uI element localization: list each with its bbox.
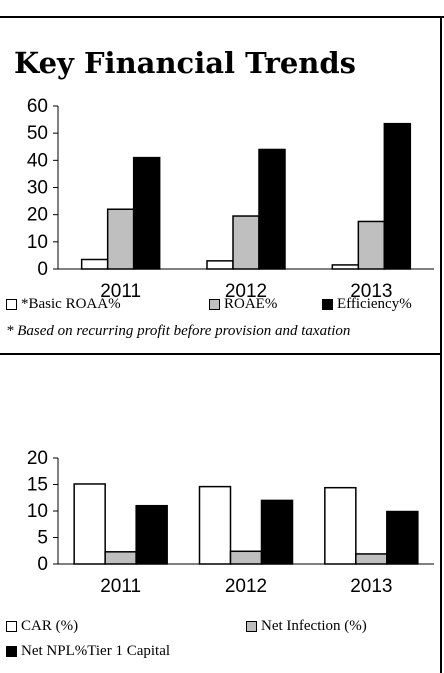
right-rule xyxy=(440,16,442,673)
bar-2-series-1-2011 xyxy=(73,483,106,565)
y-tick-label: 0 xyxy=(37,259,48,280)
bar-2-series-1-2012 xyxy=(198,485,232,565)
y-axis: 0 10 20 30 40 50 60 xyxy=(27,96,59,280)
legend-item-car: CAR (%) xyxy=(6,618,78,635)
y-tick-label: 20 xyxy=(27,205,48,226)
legend-item-basic-roaa: *Basic ROAA% xyxy=(6,296,121,313)
bar-1-series-2-2012 xyxy=(232,215,260,270)
y-tick-label: 20 xyxy=(27,448,48,469)
y-tick-label: 0 xyxy=(37,554,48,575)
bar-1-series-3-2013 xyxy=(383,122,412,270)
legend-label: Net Infection (%) xyxy=(261,618,367,634)
bar-2-series-1-2013 xyxy=(324,486,357,565)
x-tick-label: 2011 xyxy=(100,576,141,597)
y-tick-label: 10 xyxy=(27,501,48,522)
legend-swatch-grey xyxy=(246,621,257,632)
legend-label: Net NPL%Tier 1 Capital xyxy=(21,643,171,659)
footnote: * Based on recurring profit before provi… xyxy=(6,323,351,339)
top-rule xyxy=(0,16,444,18)
y-tick-label: 5 xyxy=(37,528,48,549)
bar-1-series-2-2011 xyxy=(106,208,135,270)
bar-1-series-3-2011 xyxy=(132,156,161,270)
bar-1-series-1-2013 xyxy=(331,264,360,270)
section-divider xyxy=(0,353,442,355)
y-tick-label: 60 xyxy=(27,96,48,117)
bar-1-series-2-2013 xyxy=(357,220,386,270)
x-tick-label: 2011 xyxy=(100,281,141,302)
bar-2-series-3-2012 xyxy=(260,499,294,565)
legend-label: *Basic ROAA% xyxy=(21,296,121,312)
bar-2-series-2-2013 xyxy=(355,553,388,565)
legend-item-roae: ROAE% xyxy=(209,296,277,313)
page-title: Key Financial Trends xyxy=(14,46,356,80)
capital-ratios-chart: 0 5 10 15 20 2011 2012 2013 xyxy=(27,448,434,597)
y-tick-label: 40 xyxy=(27,150,48,171)
legend-label: Efficiency% xyxy=(337,296,412,312)
legend-swatch-grey xyxy=(209,299,220,310)
legend-swatch-white xyxy=(6,299,17,310)
x-tick-label: 2013 xyxy=(350,281,392,302)
legend-swatch-black xyxy=(6,646,17,657)
chart2-legend: CAR (%) Net Infection (%) Net NPL%Tier 1… xyxy=(6,618,436,662)
x-tick-label: 2012 xyxy=(225,281,267,302)
financial-ratios-chart: 0 10 20 30 40 50 60 2011 2012 2013 xyxy=(27,96,434,302)
legend-label: CAR (%) xyxy=(21,618,79,634)
x-tick-label: 2013 xyxy=(350,576,392,597)
bar-1-series-1-2012 xyxy=(206,260,234,270)
chart1-legend: *Basic ROAA% ROAE% Efficiency% xyxy=(6,296,436,316)
legend-swatch-black xyxy=(322,299,333,310)
bar-2-series-2-2011 xyxy=(104,551,137,565)
bar-2-series-2-2012 xyxy=(229,550,263,565)
bar-1-series-1-2011 xyxy=(80,258,109,270)
legend-swatch-white xyxy=(6,621,17,632)
legend-item-efficiency: Efficiency% xyxy=(322,296,412,313)
y-tick-label: 10 xyxy=(27,232,48,253)
x-tick-label: 2012 xyxy=(225,576,267,597)
y-axis: 0 5 10 15 20 xyxy=(27,448,59,575)
y-tick-label: 15 xyxy=(27,475,48,496)
bar-1-series-3-2012 xyxy=(258,148,286,270)
legend-item-net-npl: Net NPL%Tier 1 Capital xyxy=(6,643,170,660)
bar-2-series-3-2013 xyxy=(386,510,419,565)
y-tick-label: 50 xyxy=(27,123,48,144)
legend-item-net-infection: Net Infection (%) xyxy=(246,618,367,635)
y-tick-label: 30 xyxy=(27,178,48,199)
bar-2-series-3-2011 xyxy=(135,504,168,565)
legend-label: ROAE% xyxy=(224,296,278,312)
